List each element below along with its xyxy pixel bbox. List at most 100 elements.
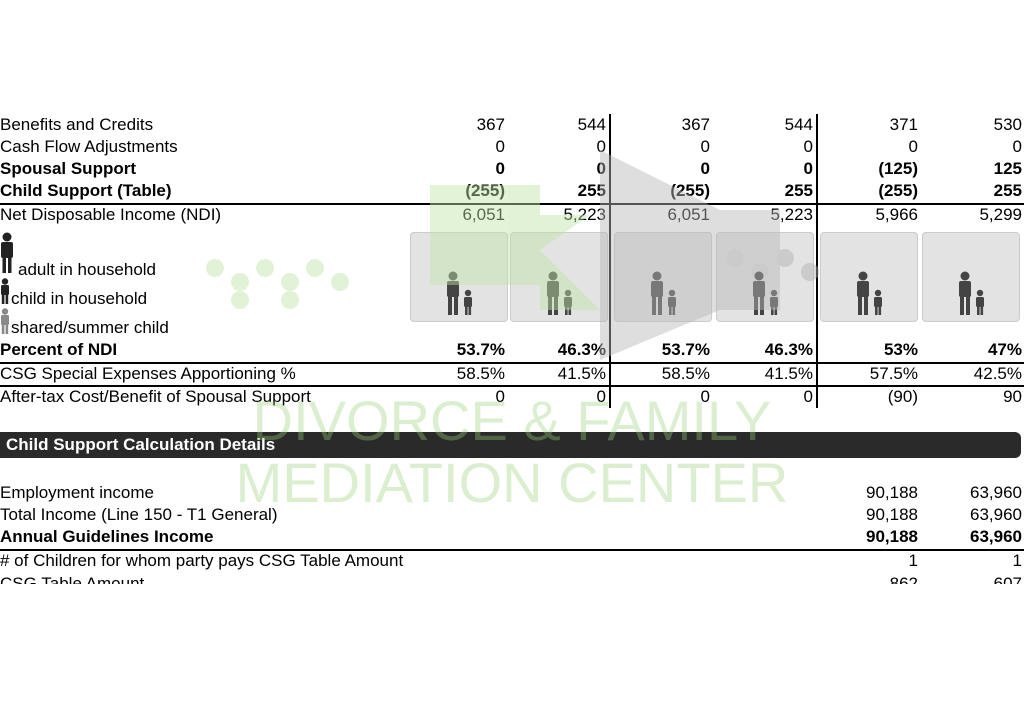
top-table-value: 367 <box>476 115 505 134</box>
top-table-row: Spousal Support 0 0 0 0 (125) 125 <box>0 159 1024 181</box>
details-label: Total Income (Line 150 - T1 General) <box>0 505 278 524</box>
ndi-table-value: 57.5% <box>869 364 918 383</box>
ndi-table-label: After-tax Cost/Benefit of Spousal Suppor… <box>0 387 311 406</box>
top-table-value: 530 <box>993 115 1022 134</box>
top-table-label: Net Disposable Income (NDI) <box>0 205 222 224</box>
top-table-value: 0 <box>908 137 918 156</box>
shared-child-icon <box>1 308 9 334</box>
ndi-table-value: 46.3% <box>557 340 606 359</box>
details-value: 63,960 <box>970 527 1022 546</box>
top-table-row: Benefits and Credits 367 544 367 544 371 530 <box>0 115 1024 137</box>
top-table-value: 371 <box>889 115 918 134</box>
top-table-value: 367 <box>681 115 710 134</box>
legend-child-label: child in household <box>11 289 148 308</box>
ndi-table-value: 90 <box>1003 387 1022 406</box>
child-icon <box>1 278 9 304</box>
top-table-value: 0 <box>700 137 710 156</box>
top-table-value: 255 <box>577 181 606 200</box>
ndi-table-value: 42.5% <box>973 364 1022 383</box>
ndi-table-label: CSG Special Expenses Apportioning % <box>0 364 296 383</box>
details-value: 862 <box>889 574 918 584</box>
details-value: 1 <box>1012 551 1022 570</box>
top-table-label: Child Support (Table) <box>0 181 172 200</box>
details-label: CSG Table Amount <box>0 574 145 584</box>
rule-percent-bottom <box>0 362 1024 364</box>
details-value: 1 <box>908 551 918 570</box>
ndi-table-value: 0 <box>596 387 606 406</box>
top-table-value: (255) <box>670 181 710 200</box>
top-table-value: 0 <box>700 159 710 178</box>
top-table-value: (255) <box>878 181 918 200</box>
top-table-row: Cash Flow Adjustments 0 0 0 0 0 0 <box>0 137 1024 159</box>
top-table-value: 544 <box>784 115 813 134</box>
document-page: Benefits and Credits 367 544 367 544 371 530 Ca… <box>0 114 1024 584</box>
household-figure-box <box>716 232 814 322</box>
column-divider-1 <box>609 114 611 408</box>
ndi-table-value: 41.5% <box>557 364 606 383</box>
adult-with-child-icon <box>959 271 984 315</box>
household-figure-box <box>922 232 1020 322</box>
top-table-label: Benefits and Credits <box>0 115 154 134</box>
rule-csg-bottom <box>0 385 1024 387</box>
top-table-value: 0 <box>1012 137 1022 156</box>
ndi-table-row: After-tax Cost/Benefit of Spousal Suppor… <box>0 387 1024 409</box>
top-table-value: 0 <box>495 137 505 156</box>
top-table-value: 544 <box>577 115 606 134</box>
legend-adult-label: adult in household <box>18 260 157 279</box>
household-figure-box <box>410 232 508 322</box>
details-row: # of Children for whom party pays CSG Ta… <box>0 551 1024 573</box>
top-table-value: 5,223 <box>770 205 813 224</box>
top-table-value: 125 <box>993 159 1022 178</box>
column-divider-2 <box>816 114 818 408</box>
top-table-row: Child Support (Table) (255) 255 (255) 255 (25… <box>0 181 1024 203</box>
top-table-value: 5,223 <box>563 205 606 224</box>
ndi-table-row: Percent of NDI 53.7% 46.3% 53.7% 46.3% 53% 47% <box>0 340 1024 362</box>
top-table-value: 6,051 <box>667 205 710 224</box>
details-value: 63,960 <box>970 505 1022 524</box>
ndi-table-value: 0 <box>495 387 505 406</box>
top-table-value: 5,966 <box>875 205 918 224</box>
adult-icon <box>1 232 13 273</box>
ndi-table-value: 47% <box>987 340 1022 359</box>
top-table-label: Cash Flow Adjustments <box>0 137 178 156</box>
top-table-value: 5,299 <box>979 205 1022 224</box>
top-table-value: 255 <box>993 181 1022 200</box>
ndi-table-value: (90) <box>887 387 918 406</box>
ndi-table-value: 41.5% <box>764 364 813 383</box>
top-table-value: (125) <box>878 159 918 178</box>
household-figure-box <box>614 232 712 322</box>
top-table-value: (255) <box>465 181 505 200</box>
rule-details-top <box>0 549 1024 551</box>
ndi-table-value: 53.7% <box>456 340 505 359</box>
adult-with-child-icon <box>651 271 676 315</box>
details-section-title: Child Support Calculation Details <box>6 435 276 454</box>
ndi-table-value: 46.3% <box>764 340 813 359</box>
ndi-table-value: 0 <box>803 387 813 406</box>
details-row: Employment income 90,188 63,960 <box>0 483 1024 505</box>
details-value: 90,188 <box>866 505 918 524</box>
household-figure-box <box>820 232 918 322</box>
adult-with-child-icon <box>447 271 472 315</box>
top-table-value: 0 <box>803 137 813 156</box>
ndi-table-value: 53% <box>883 340 918 359</box>
legend-shared-label: shared/summer child <box>11 318 169 337</box>
details-value: 90,188 <box>866 483 918 502</box>
ndi-table-row: CSG Special Expenses Apportioning % 58.5%… <box>0 364 1024 386</box>
details-row: CSG Table Amount 862 607 <box>0 574 1024 584</box>
details-value: 90,188 <box>866 527 918 546</box>
top-table-row: Net Disposable Income (NDI) 6,051 5,223 6,0… <box>0 205 1024 227</box>
adult-with-child-icon <box>547 271 572 315</box>
adult-with-child-icon <box>857 271 882 315</box>
ndi-table-value: 58.5% <box>456 364 505 383</box>
details-value: 607 <box>993 574 1022 584</box>
rule-ndi-top <box>0 203 1024 205</box>
details-label: Annual Guidelines Income <box>0 527 214 546</box>
top-table-value: 255 <box>784 181 813 200</box>
adult-with-child-icon <box>753 271 778 315</box>
ndi-table-value: 53.7% <box>661 340 710 359</box>
details-row: Total Income (Line 150 - T1 General) 90,1… <box>0 505 1024 527</box>
ndi-table-label: Percent of NDI <box>0 340 118 359</box>
top-table-value: 6,051 <box>462 205 505 224</box>
details-row: Annual Guidelines Income 90,188 63,960 <box>0 527 1024 549</box>
details-label: # of Children for whom party pays CSG Ta… <box>0 551 404 570</box>
